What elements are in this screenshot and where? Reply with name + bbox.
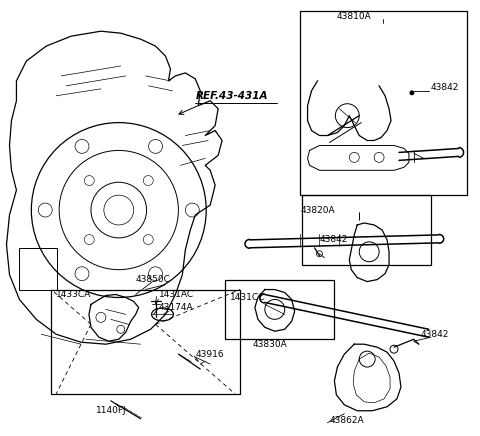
Bar (51, 290, 240, 394)
Text: 43174A: 43174A (158, 303, 193, 312)
Text: 1431CC: 1431CC (230, 293, 265, 302)
Bar (301, 195, 431, 265)
Text: 43850C: 43850C (135, 275, 170, 284)
Text: 43820A: 43820A (300, 205, 335, 215)
Bar (19, 248, 57, 290)
Text: 1431AC: 1431AC (158, 290, 193, 299)
Text: REF.43-431A: REF.43-431A (195, 91, 268, 101)
Text: 1140FJ: 1140FJ (96, 406, 126, 415)
Text: 43830A: 43830A (252, 340, 287, 349)
Text: 43810A: 43810A (337, 12, 372, 21)
Text: 43916: 43916 (195, 350, 224, 359)
Text: 43862A: 43862A (329, 416, 364, 425)
Text: 1433CA: 1433CA (56, 290, 91, 299)
Text: 43842: 43842 (421, 330, 449, 339)
Bar (300, 11, 467, 195)
Bar (225, 279, 335, 339)
Text: 43842: 43842 (431, 83, 459, 92)
Circle shape (409, 90, 414, 95)
Text: 43842: 43842 (320, 235, 348, 244)
